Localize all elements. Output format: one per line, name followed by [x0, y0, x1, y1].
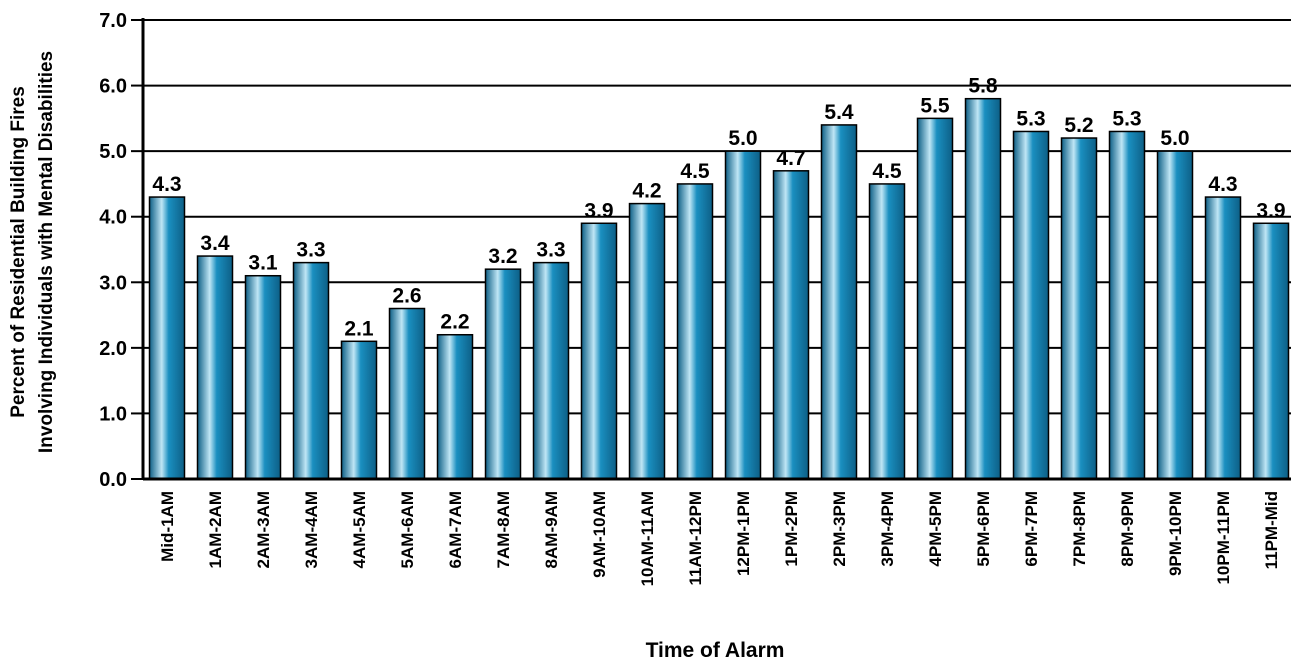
data-label: 5.3: [1016, 107, 1045, 130]
x-tick-label: 4AM-5AM: [350, 491, 369, 568]
bar-6am-7am: [436, 333, 474, 480]
x-tick-label: 12PM-1PM: [734, 491, 753, 576]
bar-4am-5am: [340, 340, 378, 480]
y-axis-title-line-1: Percent of Residential Building Fires: [8, 86, 29, 418]
x-tick-label: 1AM-2AM: [206, 491, 225, 568]
x-tick-label: 11PM-Mid: [1262, 491, 1281, 569]
bar-10pm-11pm: [1204, 196, 1242, 480]
data-label: 5.3: [1112, 107, 1141, 130]
y-tick-label: 1.0: [99, 403, 127, 425]
bar-2pm-3pm: [820, 124, 858, 480]
bars: [148, 97, 1290, 480]
data-label: 5.0: [1160, 127, 1189, 150]
data-label: 2.6: [392, 285, 421, 308]
bar-1pm-2pm: [772, 170, 810, 480]
x-tick-label: 9PM-10PM: [1166, 491, 1185, 576]
data-label: 3.3: [296, 239, 325, 262]
data-label: 3.1: [248, 252, 278, 275]
y-tick-label: 5.0: [99, 141, 127, 163]
bar-5am-6am: [388, 307, 426, 480]
y-tick-label: 7.0: [99, 10, 127, 32]
x-tick-label: 9AM-10AM: [590, 491, 609, 578]
bar-10am-11am: [628, 202, 666, 480]
data-label: 3.3: [536, 239, 565, 262]
y-tick-label: 6.0: [99, 76, 127, 98]
bar-4pm-5pm: [916, 117, 954, 480]
x-tick-label: 11AM-12PM: [686, 491, 705, 585]
y-tick-label: 4.0: [99, 207, 127, 229]
y-tick-labels: 0.0 1.0 2.0 3.0 4.0 5.0 6.0 7.0: [99, 10, 127, 491]
bar-3pm-4pm: [868, 183, 906, 480]
x-tick-label: 8PM-9PM: [1118, 491, 1137, 567]
x-tick-label: 3PM-4PM: [878, 491, 897, 567]
x-tick-label: 1PM-2PM: [782, 491, 801, 567]
x-tick-label: 2AM-3AM: [254, 491, 273, 568]
x-tick-label: 6PM-7PM: [1022, 491, 1041, 567]
x-axis-title: Time of Alarm: [646, 639, 785, 662]
bar-mid-1am: [148, 196, 186, 480]
data-labels: 4.3 3.4 3.1 3.3 2.1 2.6 2.2 3.2 3.3 3.9 4.2 4.5 5.0 4…: [152, 75, 1285, 341]
x-tick-label: 10PM-11PM: [1214, 491, 1233, 585]
y-axis-title-line-2: Involving Individuals with Mental Disabi…: [36, 51, 57, 453]
bar-7pm-8pm: [1060, 137, 1098, 480]
bar-5pm-6pm: [964, 97, 1002, 480]
data-label: 4.3: [1208, 173, 1237, 196]
axes: [141, 18, 1291, 481]
x-tick-label: 3AM-4AM: [302, 491, 321, 568]
data-label: 5.8: [968, 75, 998, 98]
bar-7am-8am: [484, 268, 522, 480]
bar-3am-4am: [292, 261, 330, 480]
data-label: 5.4: [824, 101, 854, 124]
bar-12pm-1pm: [724, 150, 762, 480]
data-label: 4.5: [680, 160, 710, 183]
bar-6pm-7pm: [1012, 130, 1050, 480]
data-label: 5.5: [920, 94, 950, 117]
data-label: 4.2: [632, 180, 661, 203]
x-tick-label: Mid-1AM: [158, 491, 177, 562]
bar-1am-2am: [196, 255, 234, 480]
x-tick-label: 10AM-11AM: [638, 491, 657, 586]
data-label: 3.9: [1256, 199, 1285, 222]
x-tick-label: 2PM-3PM: [830, 491, 849, 567]
y-tick-label: 3.0: [99, 272, 127, 294]
bar-11am-12pm: [676, 183, 714, 480]
gridlines: [131, 19, 1291, 480]
data-label: 2.2: [440, 311, 469, 334]
data-label: 2.1: [344, 317, 374, 340]
x-tick-label: 4PM-5PM: [926, 491, 945, 567]
data-label: 3.9: [584, 199, 613, 222]
data-label: 4.5: [872, 160, 902, 183]
x-tick-labels: Mid-1AM 1AM-2AM 2AM-3AM 3AM-4AM 4AM-5AM 5AM-6…: [158, 491, 1281, 586]
x-tick-label: 8AM-9AM: [542, 491, 561, 568]
data-label: 4.7: [776, 147, 805, 170]
bar-9am-10am: [580, 222, 618, 480]
x-tick-label: 5PM-6PM: [974, 491, 993, 567]
x-tick-label: 5AM-6AM: [398, 491, 417, 568]
bar-8pm-9pm: [1108, 130, 1146, 480]
x-tick-label: 7AM-8AM: [494, 491, 513, 568]
y-tick-label: 2.0: [99, 338, 127, 360]
y-tick-label: 0.0: [99, 469, 127, 491]
bar-2am-3am: [244, 274, 282, 480]
bar-11pm-mid: [1252, 222, 1290, 480]
x-tick-label: 7PM-8PM: [1070, 491, 1089, 567]
data-label: 4.3: [152, 173, 181, 196]
data-label: 3.2: [488, 245, 517, 268]
x-tick-label: 6AM-7AM: [446, 491, 465, 568]
bar-9pm-10pm: [1156, 150, 1194, 480]
data-label: 3.4: [200, 232, 230, 255]
data-label: 5.2: [1064, 114, 1093, 137]
bar-8am-9am: [532, 261, 570, 480]
data-label: 5.0: [728, 127, 757, 150]
